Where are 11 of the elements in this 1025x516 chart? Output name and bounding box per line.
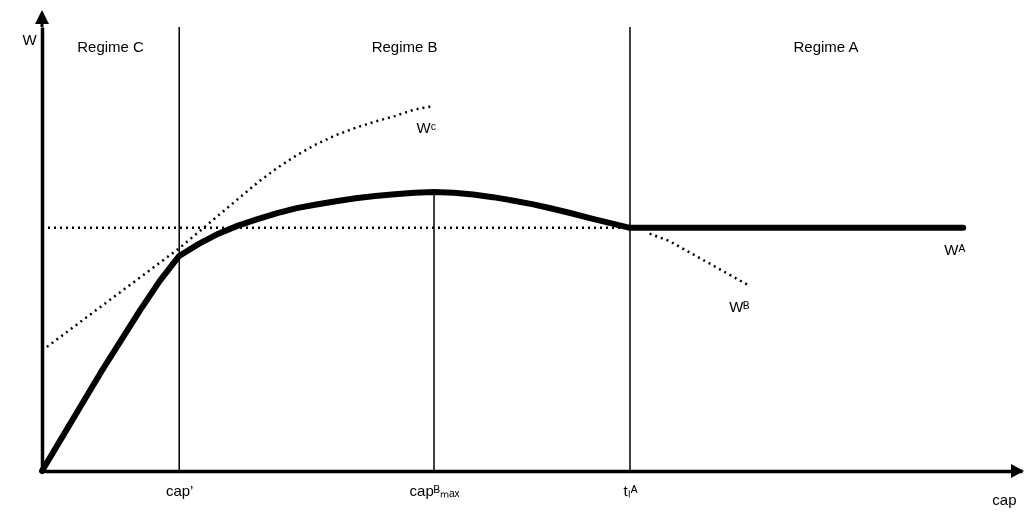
text: Regime B xyxy=(371,38,438,55)
y-axis-title: W xyxy=(22,30,38,48)
text: Regime A xyxy=(793,38,859,55)
text: Regime C xyxy=(77,38,145,55)
series-label: Wᴮ xyxy=(729,297,750,315)
x-tick-label: tₗᴬ xyxy=(623,481,638,499)
x-axis-title: cap xyxy=(992,490,1017,508)
x-tick-label: cap’ xyxy=(165,481,194,499)
series-label: Wᴬ xyxy=(944,240,966,258)
x-tick-label: capᴮₘₐₓ xyxy=(409,481,460,499)
series-label: Wᶜ xyxy=(416,118,436,136)
